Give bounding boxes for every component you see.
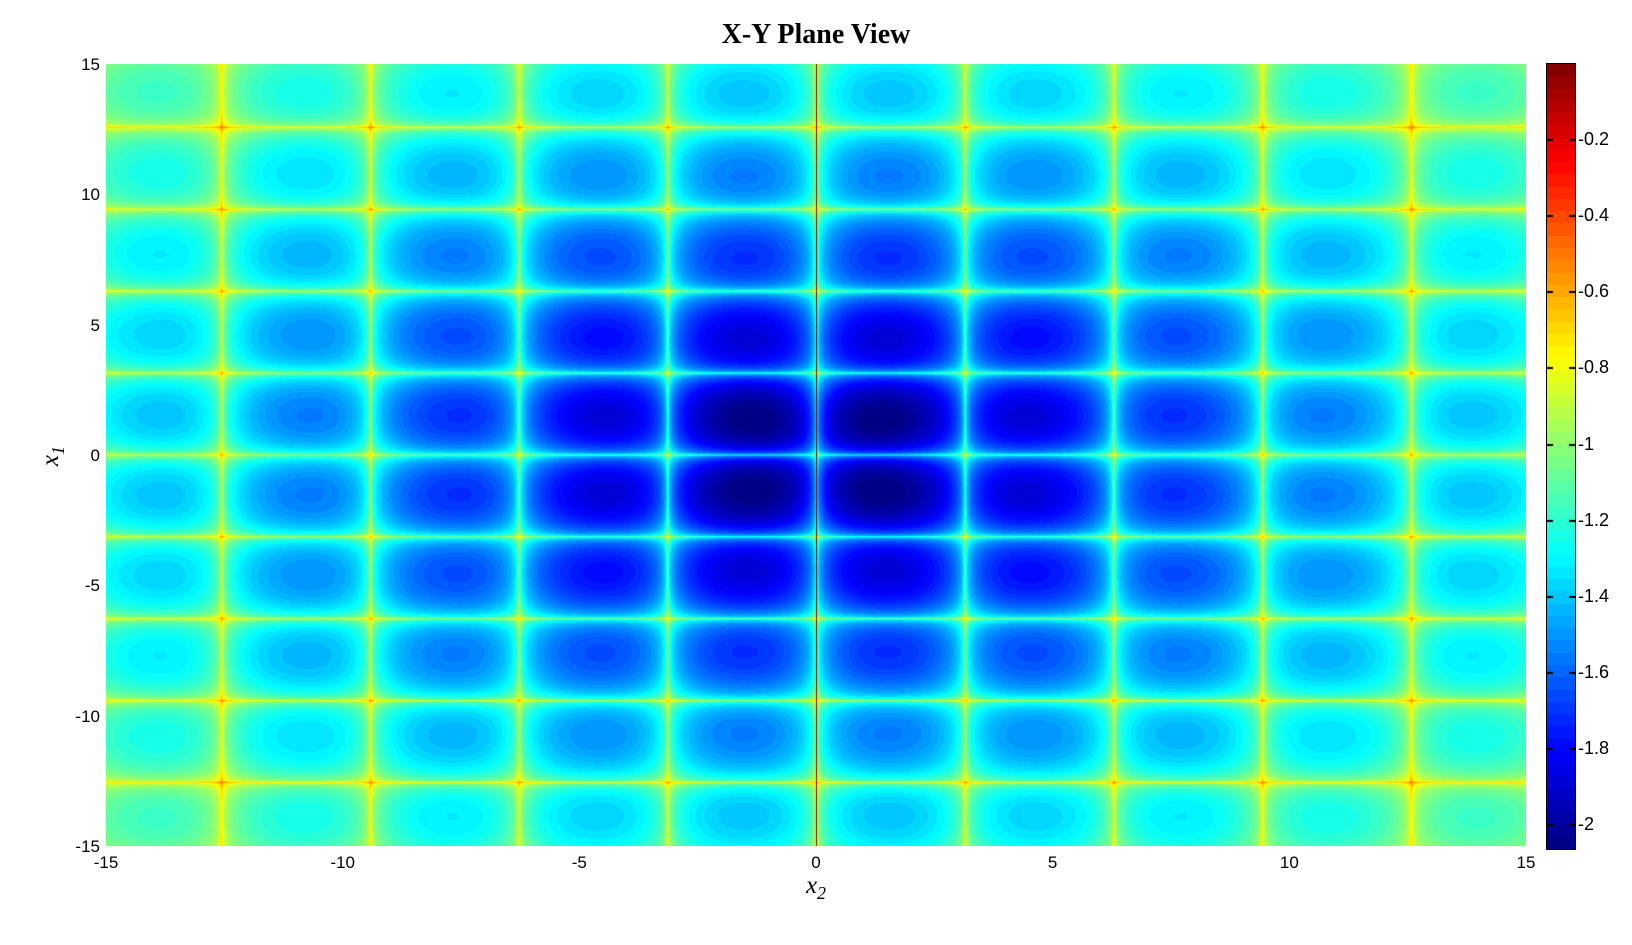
x-tick-label: -10 xyxy=(330,853,355,872)
colorbar-tick-label: -0.6 xyxy=(1578,281,1610,302)
y-tick-label: -5 xyxy=(84,576,100,596)
y-tick-label: 10 xyxy=(81,185,100,205)
colorbar-canvas xyxy=(1546,63,1576,850)
colorbar-tick-label: -2 xyxy=(1578,814,1595,835)
colorbar-tick-label: -0.4 xyxy=(1578,205,1610,226)
y-tick-label: -15 xyxy=(75,837,100,856)
colorbar-tick-label: -1.4 xyxy=(1578,585,1610,606)
x-tick-label: 5 xyxy=(1047,853,1058,872)
heatmap-canvas xyxy=(106,64,1526,846)
x-tick-label: -5 xyxy=(571,853,587,872)
colorbar-tick-label: -0.8 xyxy=(1578,357,1610,378)
x-tick-label: -15 xyxy=(93,853,119,872)
y-tick-label: 0 xyxy=(90,446,100,465)
colorbar-tick-label: -1.8 xyxy=(1578,738,1610,759)
x-tick-label: 0 xyxy=(811,853,821,872)
x-tick-label: 15 xyxy=(1516,853,1536,872)
plot-title: X-Y Plane View xyxy=(721,19,911,50)
colorbar-tick-label: -1 xyxy=(1578,433,1595,454)
colorbar-tick-label: -1.2 xyxy=(1578,509,1610,530)
x-axis-label: x2 xyxy=(786,872,846,904)
x-axis-label-base: x xyxy=(805,872,818,899)
y-tick-label: 15 xyxy=(81,55,100,74)
colorbar-tick-label: -0.2 xyxy=(1578,129,1610,150)
y-tick-label: 5 xyxy=(90,315,100,335)
y-tick-label: -10 xyxy=(75,706,100,726)
colorbar-tick-label: -1.6 xyxy=(1578,661,1610,682)
x-axis-label-subscript: 2 xyxy=(817,883,827,903)
x-tick-label: 10 xyxy=(1279,853,1299,872)
